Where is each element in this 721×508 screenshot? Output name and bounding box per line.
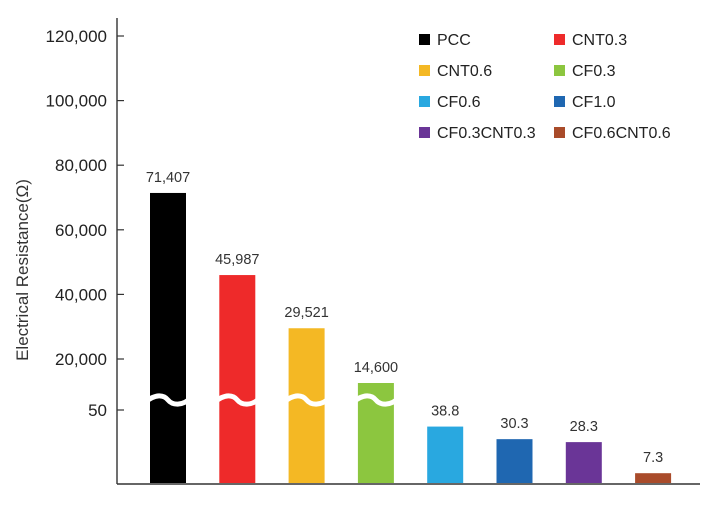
bar-value-label: 7.3 (643, 450, 663, 466)
y-tick-label: 120,000 (46, 27, 107, 46)
bar-value-label: 29,521 (284, 305, 328, 321)
legend-swatch (419, 34, 430, 45)
legend-label: CF0.3 (572, 63, 616, 80)
axis-break-mark (281, 393, 333, 407)
legend-label: PCC (437, 32, 471, 49)
y-tick-label: 50 (88, 401, 107, 420)
y-tick-label: 100,000 (46, 92, 107, 111)
y-tick-label: 40,000 (55, 285, 107, 304)
axis-break-mark (211, 393, 264, 407)
bar-value-label: 14,600 (354, 360, 398, 376)
bar-value-label: 71,407 (146, 170, 190, 186)
y-tick-label: 20,000 (55, 350, 107, 369)
y-tick-label: 80,000 (55, 156, 107, 175)
legend-swatch (554, 65, 565, 76)
bar-cf0-6cnt0-6 (635, 473, 672, 483)
legend-label: CNT0.3 (572, 32, 627, 49)
legend-label: CF0.6CNT0.6 (572, 125, 671, 142)
bar-cnt0-3 (219, 275, 256, 483)
bar-cf0-6 (427, 426, 464, 483)
legend-label: CNT0.6 (437, 63, 492, 80)
bar-cf0-3cnt0-3 (565, 442, 602, 483)
y-axis-label: Electrical Resistance(Ω) (13, 179, 32, 361)
legend-swatch (419, 127, 430, 138)
legend-swatch (554, 96, 565, 107)
y-tick-label: 60,000 (55, 221, 107, 240)
bar-cf1-0 (496, 439, 533, 483)
axis-break-mark (142, 393, 194, 407)
legend-swatch (554, 34, 565, 45)
bar-value-label: 45,987 (215, 252, 259, 268)
bar-value-label: 30.3 (500, 416, 528, 432)
legend-swatch (419, 96, 430, 107)
bar-value-label: 38.8 (431, 404, 459, 420)
legend-label: CF0.3CNT0.3 (437, 125, 536, 142)
legend-label: CF0.6 (437, 94, 481, 111)
bar-pcc (150, 192, 186, 483)
bar-value-label: 28.3 (570, 419, 598, 435)
legend-swatch (419, 65, 430, 76)
axis-break-mark (350, 393, 402, 407)
legend-swatch (554, 127, 565, 138)
legend-label: CF1.0 (572, 94, 616, 111)
